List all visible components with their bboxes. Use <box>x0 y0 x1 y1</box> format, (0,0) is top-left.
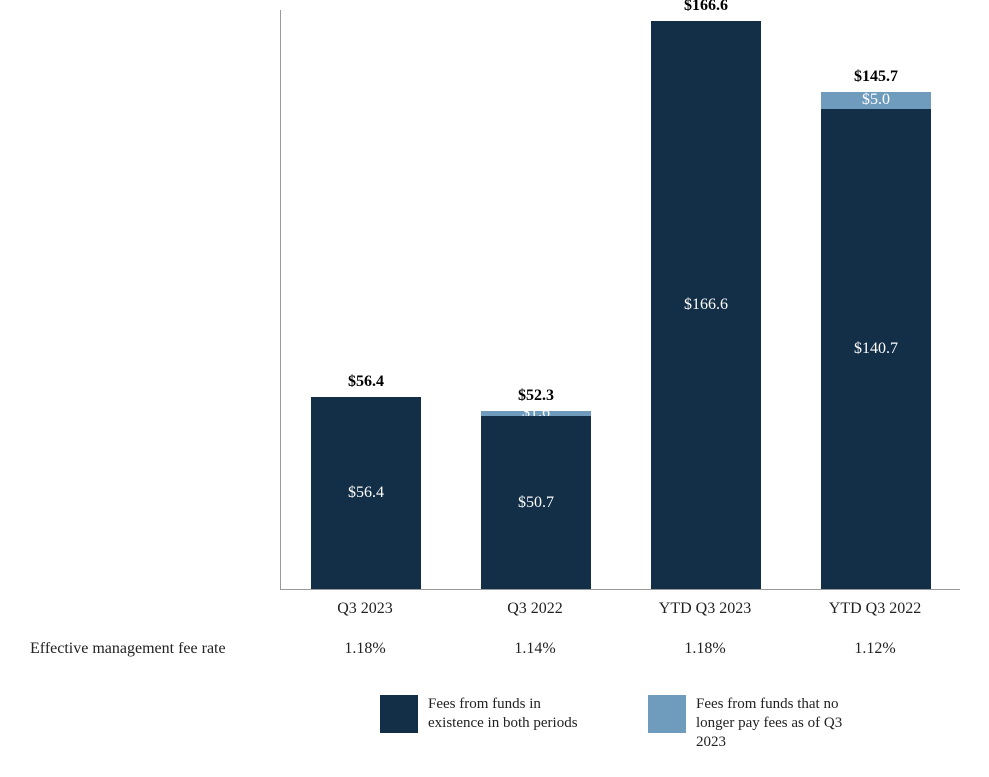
bar-segment-existing: $50.7 <box>481 416 591 589</box>
chart-plot: $56.4$56.4$50.7$1.6$52.3$166.6$166.6$140… <box>280 10 960 590</box>
bar-total-label: $166.6 <box>651 0 761 15</box>
fee-rate-value: 1.14% <box>455 640 615 658</box>
x-axis-label: Q3 2023 <box>285 600 445 618</box>
chart-area: $56.4$56.4$50.7$1.6$52.3$166.6$166.6$140… <box>280 10 960 610</box>
x-axis-label: Q3 2022 <box>455 600 615 618</box>
bar-group: $50.7$1.6$52.3 <box>481 411 591 589</box>
fee-rate-row: Effective management fee rate 1.18% 1.14%… <box>30 640 970 670</box>
legend-item: Fees from funds that no longer pay fees … <box>648 695 866 751</box>
legend-swatch-existing <box>380 695 418 733</box>
bar-total-label: $145.7 <box>821 68 931 86</box>
legend-text: Fees from funds in existence in both per… <box>428 695 598 733</box>
fee-rate-value: 1.12% <box>795 640 955 658</box>
legend-swatch-no_longer <box>648 695 686 733</box>
bar-group: $56.4$56.4 <box>311 397 421 589</box>
bar-group: $140.7$5.0$145.7 <box>821 92 931 589</box>
x-axis-label: YTD Q3 2022 <box>795 600 955 618</box>
bar-total-label: $52.3 <box>481 387 591 405</box>
bar-segment-existing: $166.6 <box>651 21 761 589</box>
legend-text: Fees from funds that no longer pay fees … <box>696 695 866 751</box>
fee-rate-value: 1.18% <box>625 640 785 658</box>
bar-segment-existing: $140.7 <box>821 109 931 589</box>
bar-segment-no_longer: $5.0 <box>821 92 931 109</box>
chart-legend: Fees from funds in existence in both per… <box>380 695 940 755</box>
bar-segment-existing: $56.4 <box>311 397 421 589</box>
legend-item: Fees from funds in existence in both per… <box>380 695 598 733</box>
bar-group: $166.6$166.6 <box>651 21 761 589</box>
bar-total-label: $56.4 <box>311 373 421 391</box>
x-axis-labels: Q3 2023 Q3 2022 YTD Q3 2023 YTD Q3 2022 <box>280 600 960 630</box>
fee-rate-label: Effective management fee rate <box>30 640 226 658</box>
fee-rate-value: 1.18% <box>285 640 445 658</box>
x-axis-label: YTD Q3 2023 <box>625 600 785 618</box>
